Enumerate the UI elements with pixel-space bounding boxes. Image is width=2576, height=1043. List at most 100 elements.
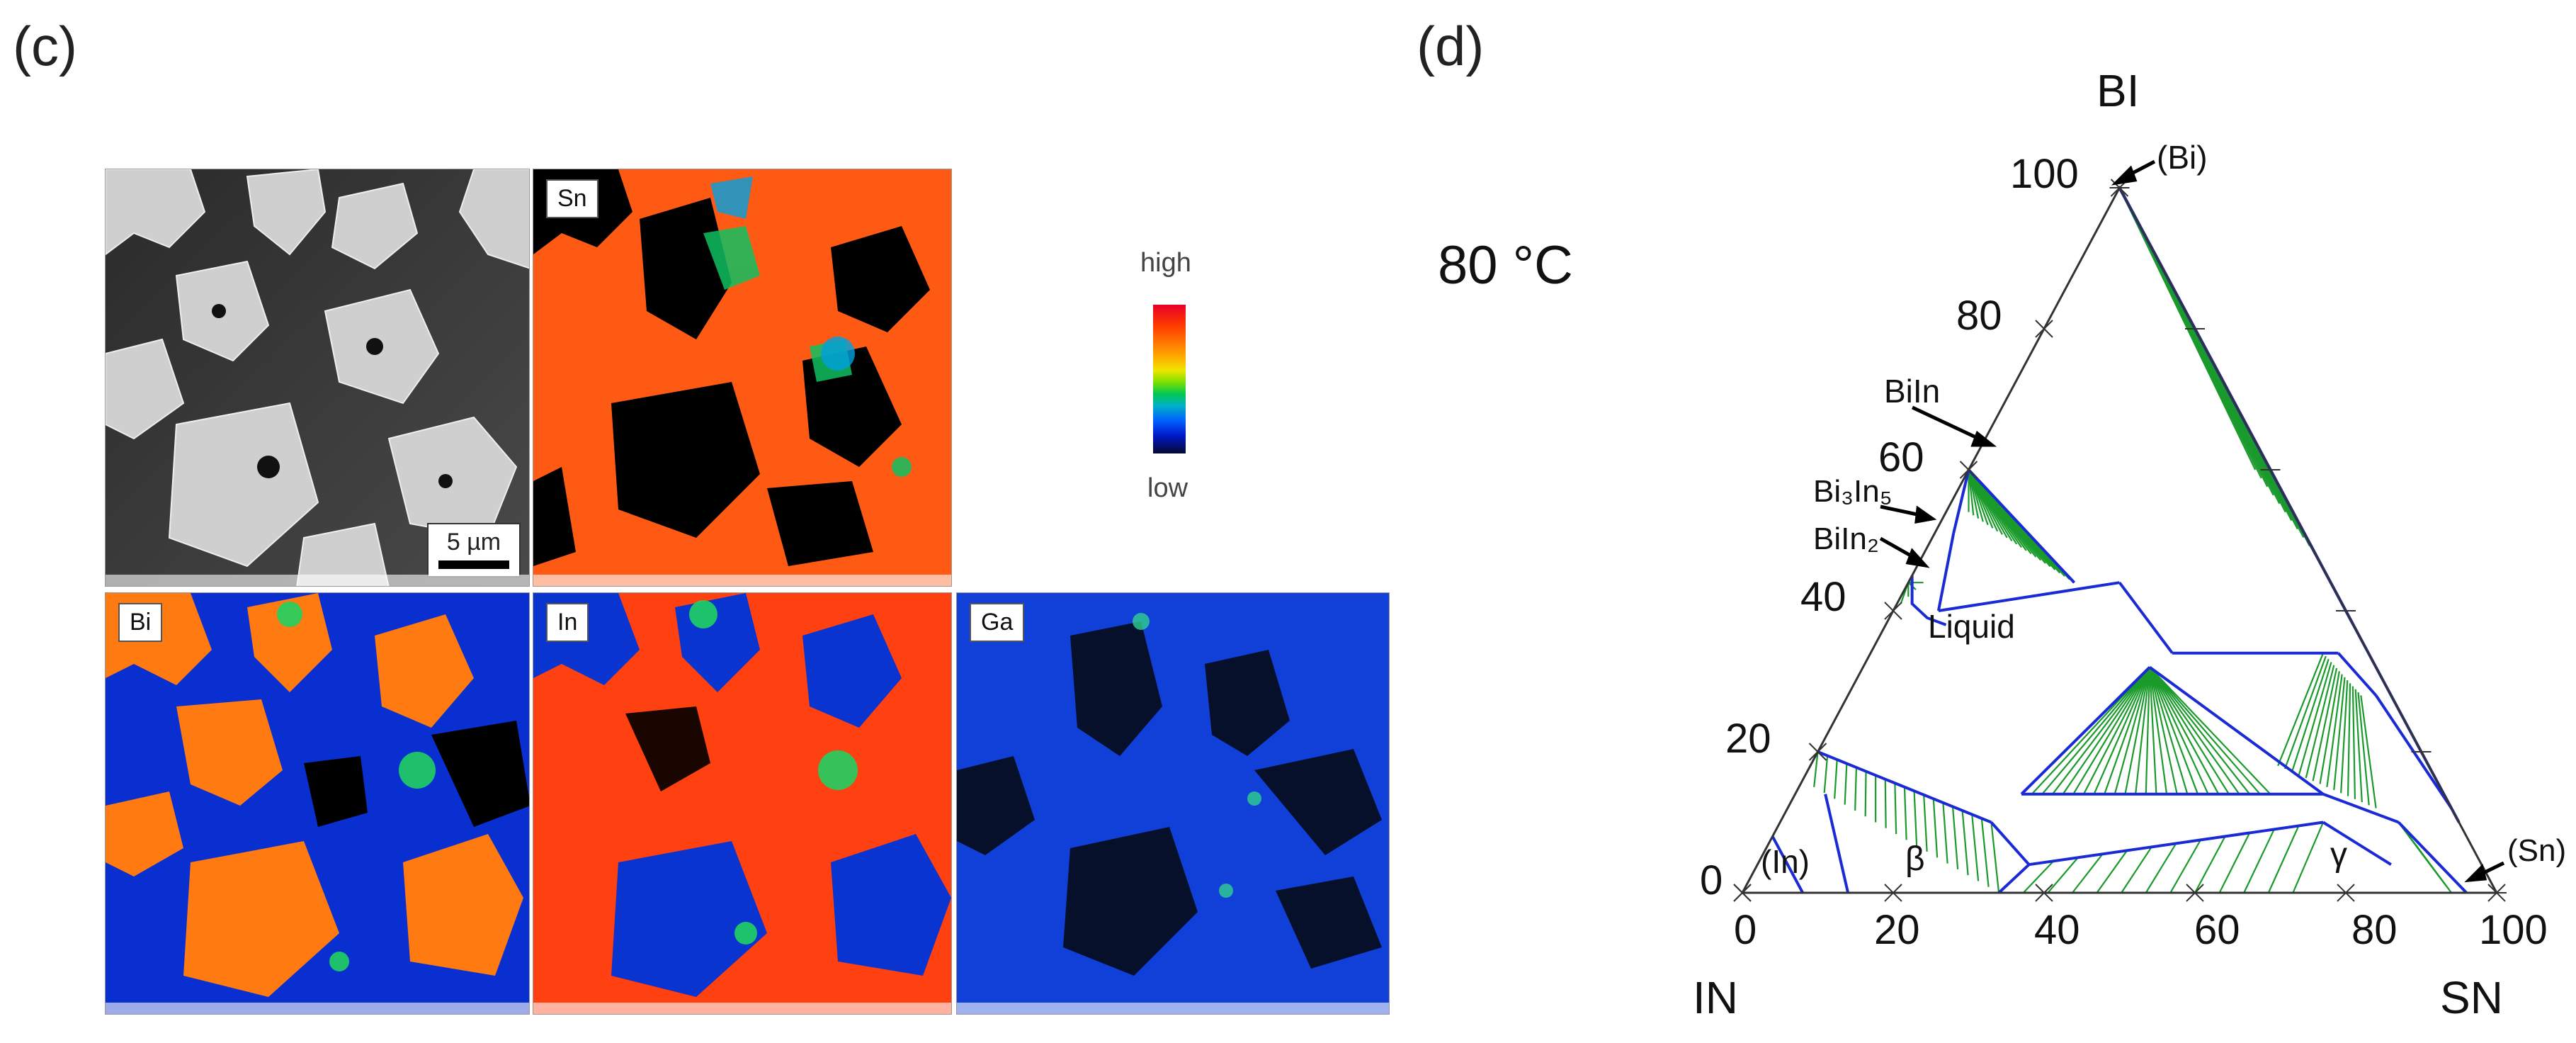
phase-boundary — [1990, 821, 2031, 866]
phase-label-biin2: BiIn₂ — [1813, 522, 1879, 556]
bottom-tick-mark — [2487, 884, 2506, 902]
triangle-frame — [1741, 185, 2499, 894]
tie-line-beta-gamma — [2096, 850, 2128, 893]
tie-line-liquid-beta — [1823, 755, 1829, 794]
tie-line-liquid-beta — [1903, 787, 1907, 840]
tie-line-liquid-beta — [1932, 799, 1939, 858]
tie-line-liquid-triangle — [2124, 667, 2151, 794]
phase-boundary — [1817, 750, 1992, 824]
tie-line-liquid-gamma — [2360, 695, 2377, 808]
phase-label-in: (In) — [1761, 843, 1810, 880]
panel-label-d: (d) — [1417, 15, 1485, 77]
tie-line-liquid-triangle — [2149, 667, 2189, 795]
tie-line-liquid-triangle — [2052, 666, 2150, 795]
in-footer-strip — [533, 1003, 951, 1014]
tie-line-liquid-triangle — [2149, 667, 2220, 795]
tie-line-liquid-triangle — [2113, 667, 2151, 794]
phase-label-beta: β — [1905, 840, 1925, 878]
bottom-tick-0: 0 — [1734, 907, 1757, 953]
tie-line-liquid-beta — [1951, 806, 1959, 869]
tie-line-liquid-beta — [1854, 767, 1858, 811]
tie-line-beta-gamma — [2047, 857, 2079, 893]
tie-line-liquid-beta — [1834, 759, 1838, 799]
tie-line-liquid-beta — [1923, 794, 1928, 852]
tie-line-liquid-triangle — [2082, 667, 2151, 795]
tie-line-liquid-gamma — [2333, 677, 2346, 791]
ga-footer-strip — [957, 1003, 1389, 1014]
tie-line-liquid-triangle — [2149, 666, 2261, 795]
colorbar-high-label: high — [1140, 248, 1191, 278]
sn-map-tag: Sn — [546, 179, 598, 218]
tie-line-liquid-triangle — [2104, 667, 2151, 795]
tie-line-liquid-gamma — [2326, 674, 2343, 787]
bottom-tick-mark — [2035, 884, 2053, 902]
phase-label-bi: (Bi) — [2157, 139, 2208, 176]
phase-boundary — [2337, 652, 2378, 697]
tie-line-liquid-gamma — [2347, 683, 2351, 796]
phase-boundary — [1936, 533, 1956, 611]
in-map-shapes — [533, 593, 951, 1014]
scale-bar-label: 5 µm — [446, 529, 501, 556]
phase-boundary — [1968, 468, 2076, 584]
panel-label-c: (c) — [13, 15, 77, 77]
left-tick-mark — [1884, 602, 1902, 620]
tie-line-beta-gamma — [2169, 839, 2201, 893]
left-tick-100: 100 — [2010, 151, 2079, 197]
tie-line-liquid-triangle — [2149, 667, 2168, 794]
tie-line-liquid-triangle — [2149, 667, 2157, 794]
tie-line-liquid-gamma — [2312, 667, 2338, 782]
tie-line-beta-gamma — [2194, 835, 2226, 893]
left-tick-mark — [1959, 461, 1978, 479]
ga-map-shapes — [957, 593, 1389, 1014]
sem-grains — [106, 169, 529, 586]
tie-line-liquid-triangle — [2135, 667, 2151, 794]
tie-line-liquid-triangle — [2145, 667, 2151, 794]
bi-map: Bi — [105, 592, 530, 1015]
tie-line-liquid-triangle — [2149, 667, 2209, 795]
sn-footer-strip — [533, 575, 951, 586]
tie-line-liquid-beta — [1913, 791, 1918, 846]
left-tick-0: 0 — [1700, 857, 1723, 903]
colorbar-low-label: low — [1147, 473, 1188, 503]
scale-bar-line — [438, 560, 509, 569]
bottom-tick-40: 40 — [2034, 907, 2080, 953]
tie-line-liquid-beta — [1884, 779, 1887, 828]
tie-line-liquid-beta — [1961, 810, 1969, 876]
left-tick-20: 20 — [1725, 716, 1771, 762]
tie-line-beta-gamma — [2267, 825, 2300, 893]
tie-line-liquid-gamma — [2298, 662, 2332, 775]
bi-map-tag: Bi — [118, 603, 163, 642]
in-map: In — [533, 592, 952, 1015]
tie-line-liquid-gamma — [2284, 655, 2327, 769]
tie-line-liquid-triangle — [2149, 666, 2240, 795]
tie-line-gamma-sn — [2398, 821, 2452, 893]
callout-arrows — [1879, 159, 2505, 883]
sn-map: Sn — [533, 169, 952, 587]
tick-marks — [1733, 179, 2507, 902]
tie-line-beta-gamma — [2243, 828, 2275, 893]
sn-map-shapes — [533, 169, 951, 586]
left-tick-80: 80 — [1956, 293, 2002, 339]
tie-line-beta-gamma — [2218, 832, 2251, 893]
tie-line-liquid-beta — [1980, 818, 1990, 887]
left-tick-40: 40 — [1800, 574, 1846, 620]
phase-boundary — [2020, 666, 2151, 796]
bottom-tick-mark — [2337, 884, 2355, 902]
vertex-label-bi: BI — [2096, 65, 2139, 116]
ga-map: Ga — [956, 592, 1390, 1015]
phase-label-bi3in5: Bi₃In₅ — [1813, 474, 1892, 509]
tie-line-liquid-triangle — [2149, 667, 2230, 795]
phase-boundary — [2118, 582, 2174, 654]
phase-boundary — [2322, 792, 2400, 824]
temperature-label: 80 °C — [1438, 235, 1573, 295]
sem-scale-bar: 5 µm — [427, 523, 521, 577]
phase-label-gamma: γ — [2330, 836, 2347, 874]
sem-footer-strip — [106, 575, 529, 586]
tie-line-liquid-gamma — [2340, 680, 2349, 794]
bottom-tick-60: 60 — [2194, 907, 2240, 953]
bi-map-shapes — [106, 593, 529, 1014]
liquidus-curve — [1910, 575, 1947, 626]
tie-line-liquid-beta — [1971, 814, 1980, 881]
bottom-tick-100: 100 — [2479, 907, 2548, 953]
phase-label-biin: BiIn — [1884, 373, 1940, 410]
